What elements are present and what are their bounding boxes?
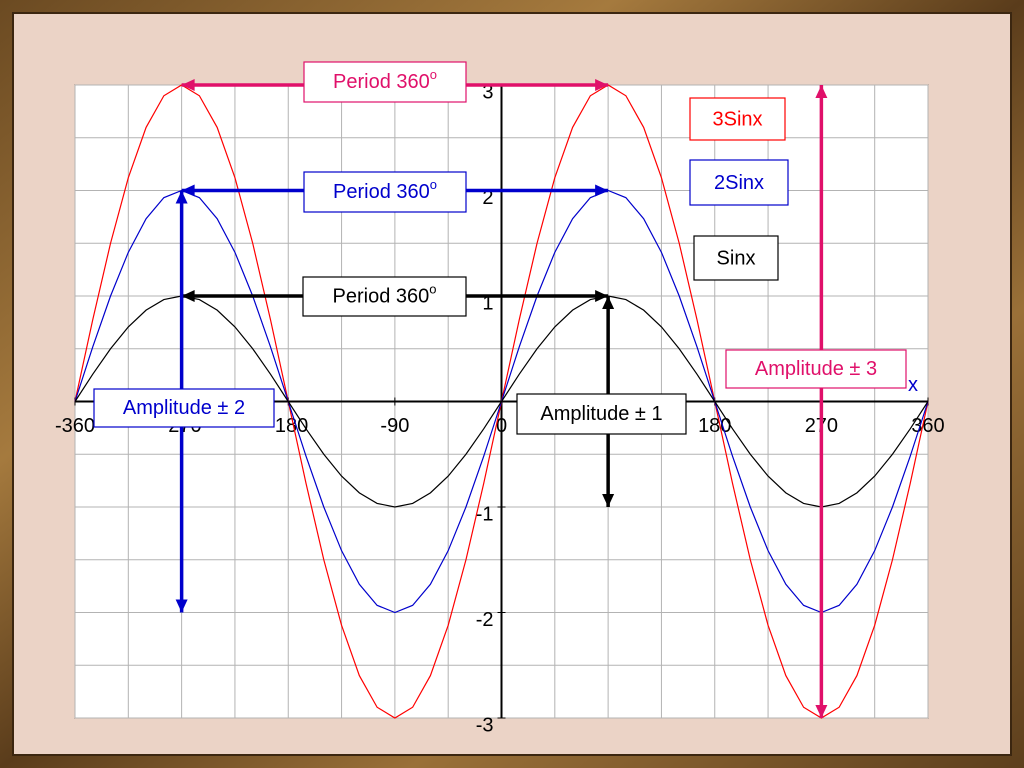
- y-tick-label: -1: [476, 503, 494, 525]
- x-axis-label: x: [908, 374, 918, 396]
- x-tick-label: 0: [496, 415, 507, 437]
- arrow-head: [175, 190, 188, 204]
- series-line: [74, 295, 929, 508]
- annotation-box: [303, 171, 467, 213]
- arrow-head: [815, 705, 828, 718]
- annotation-text: Amplitude ± 1: [540, 403, 662, 425]
- annotation-superscript: o: [429, 282, 436, 297]
- arrow-head: [595, 184, 609, 197]
- y-tick-label: 3: [482, 81, 493, 103]
- x-tick-label: -90: [380, 415, 409, 437]
- arrow-head: [815, 85, 828, 98]
- y-tick-label: 1: [482, 292, 493, 314]
- annotation-box: [303, 61, 467, 103]
- annotation-label: Period 360o: [333, 282, 437, 308]
- y-tick-label: -3: [476, 714, 494, 736]
- legend-label: Sinx: [717, 247, 756, 269]
- arrow-head: [602, 494, 615, 507]
- x-tick-label: -360: [55, 415, 95, 437]
- annotation-text: Period 360: [333, 71, 430, 93]
- legend-box: [689, 159, 789, 206]
- annotation-label: Amplitude ± 3: [755, 358, 877, 380]
- arrow-head: [602, 296, 615, 309]
- annotation-box: [725, 349, 907, 389]
- arrow-head: [181, 184, 195, 197]
- annotation-label: Period 360o: [333, 177, 437, 203]
- annotation-text: Amplitude ± 3: [755, 358, 877, 380]
- annotation-text: Period 360: [333, 181, 430, 203]
- legend-box: [693, 235, 779, 281]
- annotation-text: Amplitude ± 2: [123, 397, 245, 419]
- arrow-head: [595, 79, 609, 91]
- legend-label: 2Sinx: [714, 172, 764, 194]
- annotation-superscript: o: [430, 67, 437, 82]
- annotation-text: Period 360: [333, 286, 430, 308]
- x-tick-label: 180: [698, 415, 731, 437]
- arrow-head: [181, 290, 195, 302]
- annotation-box: [302, 276, 467, 317]
- annotation-label: Period 360o: [333, 67, 437, 93]
- y-tick-label: 2: [482, 187, 493, 209]
- legend-label: 3Sinx: [712, 108, 762, 130]
- legend: 3Sinx 2Sinx Sinx: [689, 97, 789, 281]
- annotation-label: Amplitude ± 1: [540, 403, 662, 425]
- curves: [74, 84, 929, 719]
- legend-box: [689, 97, 786, 141]
- annotation-box: [516, 393, 687, 435]
- x-tick-label: 360: [911, 415, 944, 437]
- y-tick-label: -2: [476, 609, 494, 631]
- annotation-box: [93, 388, 275, 428]
- arrow-head: [175, 599, 188, 613]
- arrow-head: [595, 290, 609, 302]
- annotation-label: Amplitude ± 2: [123, 397, 245, 419]
- annotation-superscript: o: [430, 177, 437, 192]
- arrow-head: [181, 79, 195, 91]
